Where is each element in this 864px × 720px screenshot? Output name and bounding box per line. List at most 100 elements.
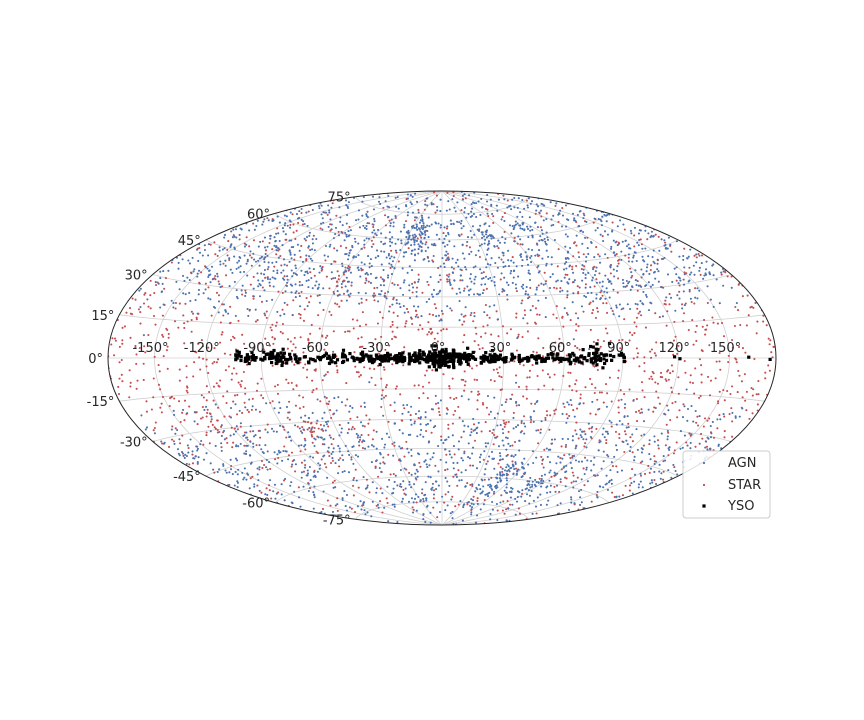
data-point-star bbox=[118, 377, 121, 380]
data-point-agn bbox=[586, 480, 589, 483]
data-point-agn bbox=[581, 242, 584, 245]
data-point-star bbox=[460, 233, 463, 236]
data-point-agn bbox=[493, 490, 496, 493]
data-point-star bbox=[657, 235, 660, 238]
data-point-agn bbox=[380, 240, 383, 243]
data-point-agn bbox=[371, 231, 374, 234]
data-point-agn bbox=[480, 277, 484, 280]
data-point-agn bbox=[622, 223, 625, 226]
data-point-agn bbox=[437, 280, 440, 284]
data-point-star bbox=[197, 342, 200, 345]
data-point-agn bbox=[256, 467, 259, 470]
data-point-star bbox=[117, 392, 121, 396]
data-point-star bbox=[656, 382, 660, 385]
data-point-agn bbox=[202, 458, 206, 461]
data-point-star bbox=[320, 458, 323, 461]
data-point-star bbox=[664, 241, 667, 244]
data-point-star bbox=[290, 451, 294, 454]
data-point-yso bbox=[537, 354, 541, 358]
data-point-star bbox=[402, 488, 405, 491]
data-point-agn bbox=[234, 314, 237, 317]
data-point-star bbox=[205, 385, 208, 388]
data-point-agn bbox=[526, 206, 529, 209]
data-point-agn bbox=[592, 463, 595, 466]
data-point-star bbox=[239, 383, 242, 386]
data-point-star bbox=[181, 452, 185, 455]
data-point-star bbox=[451, 422, 454, 425]
data-point-star bbox=[205, 431, 208, 434]
data-point-star bbox=[170, 261, 173, 264]
data-point-star bbox=[637, 409, 641, 412]
data-point-star bbox=[495, 368, 498, 371]
data-point-yso bbox=[481, 358, 485, 363]
data-point-star bbox=[303, 308, 306, 311]
data-point-agn bbox=[455, 475, 458, 479]
data-point-star bbox=[358, 375, 361, 378]
data-point-star bbox=[535, 512, 538, 515]
data-point-star bbox=[160, 402, 163, 405]
data-point-star bbox=[518, 362, 521, 366]
data-point-agn bbox=[201, 254, 204, 257]
data-point-agn bbox=[483, 473, 486, 476]
data-point-star bbox=[367, 280, 370, 283]
data-point-agn bbox=[547, 499, 550, 502]
data-point-star bbox=[490, 476, 493, 479]
data-point-star bbox=[606, 256, 609, 259]
data-point-agn bbox=[666, 429, 669, 432]
data-point-agn bbox=[503, 198, 506, 201]
data-point-star bbox=[745, 324, 748, 327]
data-point-star bbox=[455, 396, 458, 399]
data-point-agn bbox=[485, 236, 488, 239]
data-point-agn bbox=[427, 475, 430, 478]
data-point-agn bbox=[441, 495, 444, 498]
data-point-agn bbox=[484, 258, 487, 261]
data-point-yso bbox=[358, 360, 362, 364]
data-point-star bbox=[271, 336, 274, 339]
data-point-yso bbox=[479, 360, 484, 365]
data-point-agn bbox=[320, 204, 323, 207]
data-point-agn bbox=[301, 431, 304, 434]
data-point-agn bbox=[368, 266, 371, 269]
data-point-agn bbox=[522, 472, 525, 475]
data-point-agn bbox=[237, 445, 240, 448]
data-point-yso bbox=[364, 353, 368, 357]
data-point-star bbox=[413, 281, 416, 284]
data-point-star bbox=[226, 254, 229, 257]
data-point-agn bbox=[461, 198, 465, 201]
data-point-agn bbox=[514, 513, 517, 516]
data-point-agn bbox=[577, 317, 580, 320]
data-point-star bbox=[335, 214, 338, 217]
data-point-star bbox=[237, 319, 240, 322]
data-point-agn bbox=[650, 230, 653, 233]
data-point-agn bbox=[302, 428, 305, 431]
data-point-star bbox=[436, 516, 439, 519]
data-point-star bbox=[593, 285, 596, 288]
data-point-agn bbox=[506, 206, 509, 209]
data-point-agn bbox=[356, 505, 359, 508]
data-point-agn bbox=[397, 238, 400, 241]
data-point-star bbox=[207, 346, 210, 349]
data-point-agn bbox=[449, 283, 452, 286]
data-point-agn bbox=[222, 303, 225, 306]
data-point-star bbox=[129, 381, 132, 384]
data-point-star bbox=[233, 427, 236, 430]
data-point-star bbox=[666, 310, 669, 313]
data-point-agn bbox=[390, 255, 393, 258]
data-point-star bbox=[281, 308, 284, 311]
data-point-star bbox=[701, 325, 704, 328]
data-point-star bbox=[502, 419, 505, 422]
data-point-agn bbox=[524, 290, 527, 293]
data-point-agn bbox=[666, 247, 669, 250]
data-point-star bbox=[260, 377, 263, 380]
data-point-agn bbox=[242, 478, 245, 481]
data-point-star bbox=[206, 408, 209, 411]
data-point-agn bbox=[640, 268, 643, 271]
data-point-agn bbox=[410, 423, 413, 426]
data-point-star bbox=[628, 489, 631, 492]
data-point-yso bbox=[471, 355, 475, 359]
data-point-yso bbox=[378, 362, 382, 367]
data-point-agn bbox=[281, 227, 284, 230]
data-point-agn bbox=[427, 441, 430, 444]
data-point-agn bbox=[432, 288, 436, 291]
data-point-star bbox=[324, 336, 327, 339]
